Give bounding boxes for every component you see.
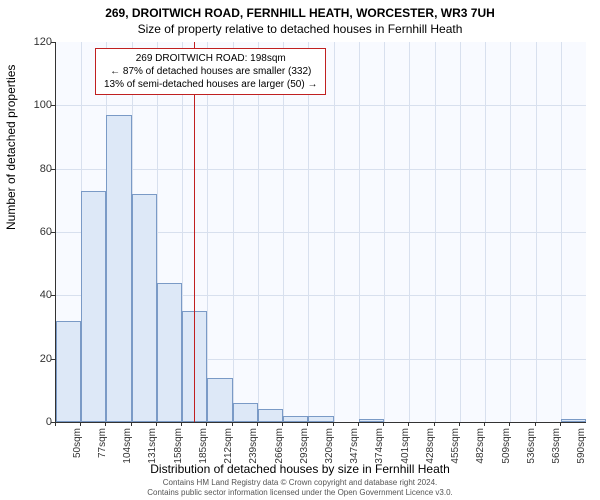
histogram-bar: [81, 191, 106, 422]
y-tick-mark: [51, 359, 55, 360]
x-tick-label: 563sqm: [551, 428, 562, 464]
y-tick-label: 100: [22, 99, 52, 111]
x-tick-label: 320sqm: [324, 428, 335, 464]
footer-line-2: Contains public sector information licen…: [0, 488, 600, 498]
annotation-box: 269 DROITWICH ROAD: 198sqm ← 87% of deta…: [95, 48, 326, 95]
histogram-bar: [561, 419, 586, 422]
x-tick-mark: [408, 422, 409, 426]
x-tick-label: 374sqm: [374, 428, 385, 464]
x-tick-label: 104sqm: [122, 428, 133, 464]
histogram-bar: [308, 416, 333, 422]
x-tick-label: 131sqm: [147, 428, 158, 464]
chart-footer: Contains HM Land Registry data © Crown c…: [0, 478, 600, 497]
x-tick-mark: [282, 422, 283, 426]
histogram-bar: [157, 283, 182, 422]
x-tick-mark: [434, 422, 435, 426]
grid-line-v: [409, 42, 410, 422]
y-tick-label: 20: [22, 353, 52, 365]
grid-line-v: [460, 42, 461, 422]
y-tick-mark: [51, 105, 55, 106]
grid-line-h: [56, 105, 586, 106]
x-tick-mark: [131, 422, 132, 426]
x-tick-mark: [459, 422, 460, 426]
x-tick-mark: [232, 422, 233, 426]
x-tick-mark: [307, 422, 308, 426]
plot-area: [55, 42, 586, 423]
histogram-bar: [56, 321, 81, 422]
grid-line-v: [334, 42, 335, 422]
grid-line-v: [510, 42, 511, 422]
annotation-line-3: 13% of semi-detached houses are larger (…: [104, 78, 317, 91]
y-tick-label: 120: [22, 36, 52, 48]
grid-line-v: [283, 42, 284, 422]
x-tick-mark: [156, 422, 157, 426]
x-tick-mark: [509, 422, 510, 426]
x-tick-label: 266sqm: [274, 428, 285, 464]
x-tick-mark: [333, 422, 334, 426]
x-tick-mark: [80, 422, 81, 426]
x-tick-mark: [535, 422, 536, 426]
y-tick-label: 40: [22, 289, 52, 301]
grid-line-v: [561, 42, 562, 422]
x-tick-mark: [560, 422, 561, 426]
x-tick-label: 293sqm: [299, 428, 310, 464]
chart-title-subtitle: Size of property relative to detached ho…: [0, 20, 600, 36]
histogram-bar: [258, 409, 283, 422]
y-axis-label: Number of detached properties: [4, 65, 18, 230]
histogram-bar: [106, 115, 131, 422]
x-tick-mark: [358, 422, 359, 426]
x-tick-mark: [181, 422, 182, 426]
x-tick-label: 212sqm: [223, 428, 234, 464]
annotation-line-1: 269 DROITWICH ROAD: 198sqm: [104, 52, 317, 65]
x-tick-label: 401sqm: [400, 428, 411, 464]
x-tick-label: 185sqm: [198, 428, 209, 464]
grid-line-v: [233, 42, 234, 422]
grid-line-v: [359, 42, 360, 422]
y-tick-label: 0: [22, 416, 52, 428]
y-tick-mark: [51, 232, 55, 233]
x-tick-mark: [383, 422, 384, 426]
grid-line-v: [384, 42, 385, 422]
y-tick-label: 80: [22, 163, 52, 175]
property-marker-line: [194, 42, 195, 422]
x-tick-mark: [55, 422, 56, 426]
x-tick-label: 590sqm: [576, 428, 587, 464]
grid-line-v: [207, 42, 208, 422]
x-tick-mark: [484, 422, 485, 426]
x-tick-label: 239sqm: [248, 428, 259, 464]
x-axis-label: Distribution of detached houses by size …: [0, 462, 600, 476]
y-tick-label: 60: [22, 226, 52, 238]
y-tick-mark: [51, 169, 55, 170]
histogram-bar: [132, 194, 157, 422]
x-tick-label: 509sqm: [501, 428, 512, 464]
annotation-line-2: ← 87% of detached houses are smaller (33…: [104, 65, 317, 78]
x-tick-label: 50sqm: [72, 428, 83, 458]
histogram-bar: [207, 378, 232, 422]
chart-title-address: 269, DROITWICH ROAD, FERNHILL HEATH, WOR…: [0, 0, 600, 20]
grid-line-v: [435, 42, 436, 422]
y-tick-mark: [51, 295, 55, 296]
grid-line-v: [308, 42, 309, 422]
footer-line-1: Contains HM Land Registry data © Crown c…: [0, 478, 600, 488]
grid-line-h: [56, 169, 586, 170]
y-tick-mark: [51, 42, 55, 43]
grid-line-v: [258, 42, 259, 422]
x-tick-label: 158sqm: [173, 428, 184, 464]
x-tick-label: 77sqm: [97, 428, 108, 458]
x-tick-label: 536sqm: [526, 428, 537, 464]
x-tick-mark: [105, 422, 106, 426]
x-tick-label: 428sqm: [425, 428, 436, 464]
histogram-bar: [283, 416, 308, 422]
x-tick-mark: [206, 422, 207, 426]
grid-line-v: [536, 42, 537, 422]
histogram-bar: [233, 403, 258, 422]
x-tick-label: 347sqm: [349, 428, 360, 464]
histogram-bar: [359, 419, 384, 422]
x-tick-mark: [257, 422, 258, 426]
x-tick-label: 455sqm: [450, 428, 461, 464]
x-tick-label: 482sqm: [475, 428, 486, 464]
grid-line-v: [485, 42, 486, 422]
